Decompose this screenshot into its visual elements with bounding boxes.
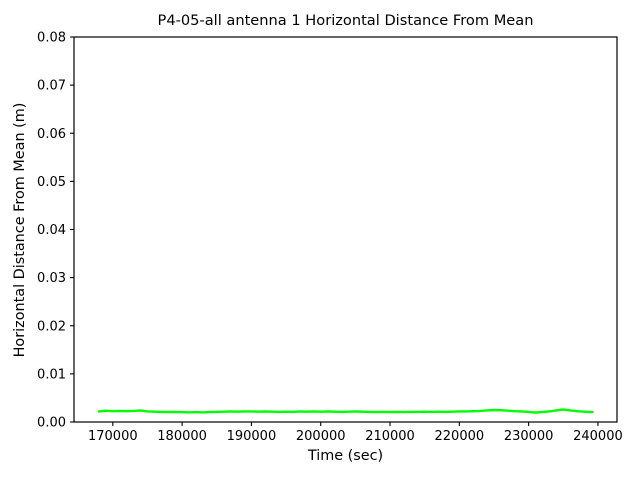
data-series-line <box>97 408 594 414</box>
x-tick-label: 210000 <box>365 429 415 444</box>
y-tick-label: 0.00 <box>37 416 66 431</box>
y-tick-label: 0.02 <box>37 319 66 334</box>
x-tick-label: 200000 <box>296 429 346 444</box>
y-tick-label: 0.08 <box>37 31 66 46</box>
y-tick-label: 0.03 <box>37 271 66 286</box>
x-tick-label: 230000 <box>504 429 554 444</box>
chart-title: P4-05-all antenna 1 Horizontal Distance … <box>157 12 534 29</box>
x-tick-label: 220000 <box>435 429 485 444</box>
x-axis-label: Time (sec) <box>307 448 384 464</box>
y-tick-label: 0.04 <box>37 223 66 238</box>
x-tick-label: 170000 <box>88 429 138 444</box>
axes-frame <box>73 36 618 423</box>
x-tick-label: 190000 <box>227 429 277 444</box>
y-tick-label: 0.05 <box>37 175 66 190</box>
y-axis-ticks: 0.00 0.01 0.02 0.03 0.04 0.05 0.06 0.07 0.08 <box>37 31 74 431</box>
y-tick-label: 0.07 <box>37 79 66 94</box>
x-tick-label: 180000 <box>157 429 207 444</box>
x-axis-ticks: 170000 180000 190000 200000 210000 220000 2300… <box>88 422 623 444</box>
y-tick-label: 0.01 <box>37 367 66 382</box>
y-tick-label: 0.06 <box>37 127 66 142</box>
x-tick-label: 240000 <box>573 429 623 444</box>
